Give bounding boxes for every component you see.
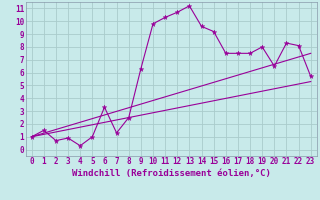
X-axis label: Windchill (Refroidissement éolien,°C): Windchill (Refroidissement éolien,°C): [72, 169, 271, 178]
